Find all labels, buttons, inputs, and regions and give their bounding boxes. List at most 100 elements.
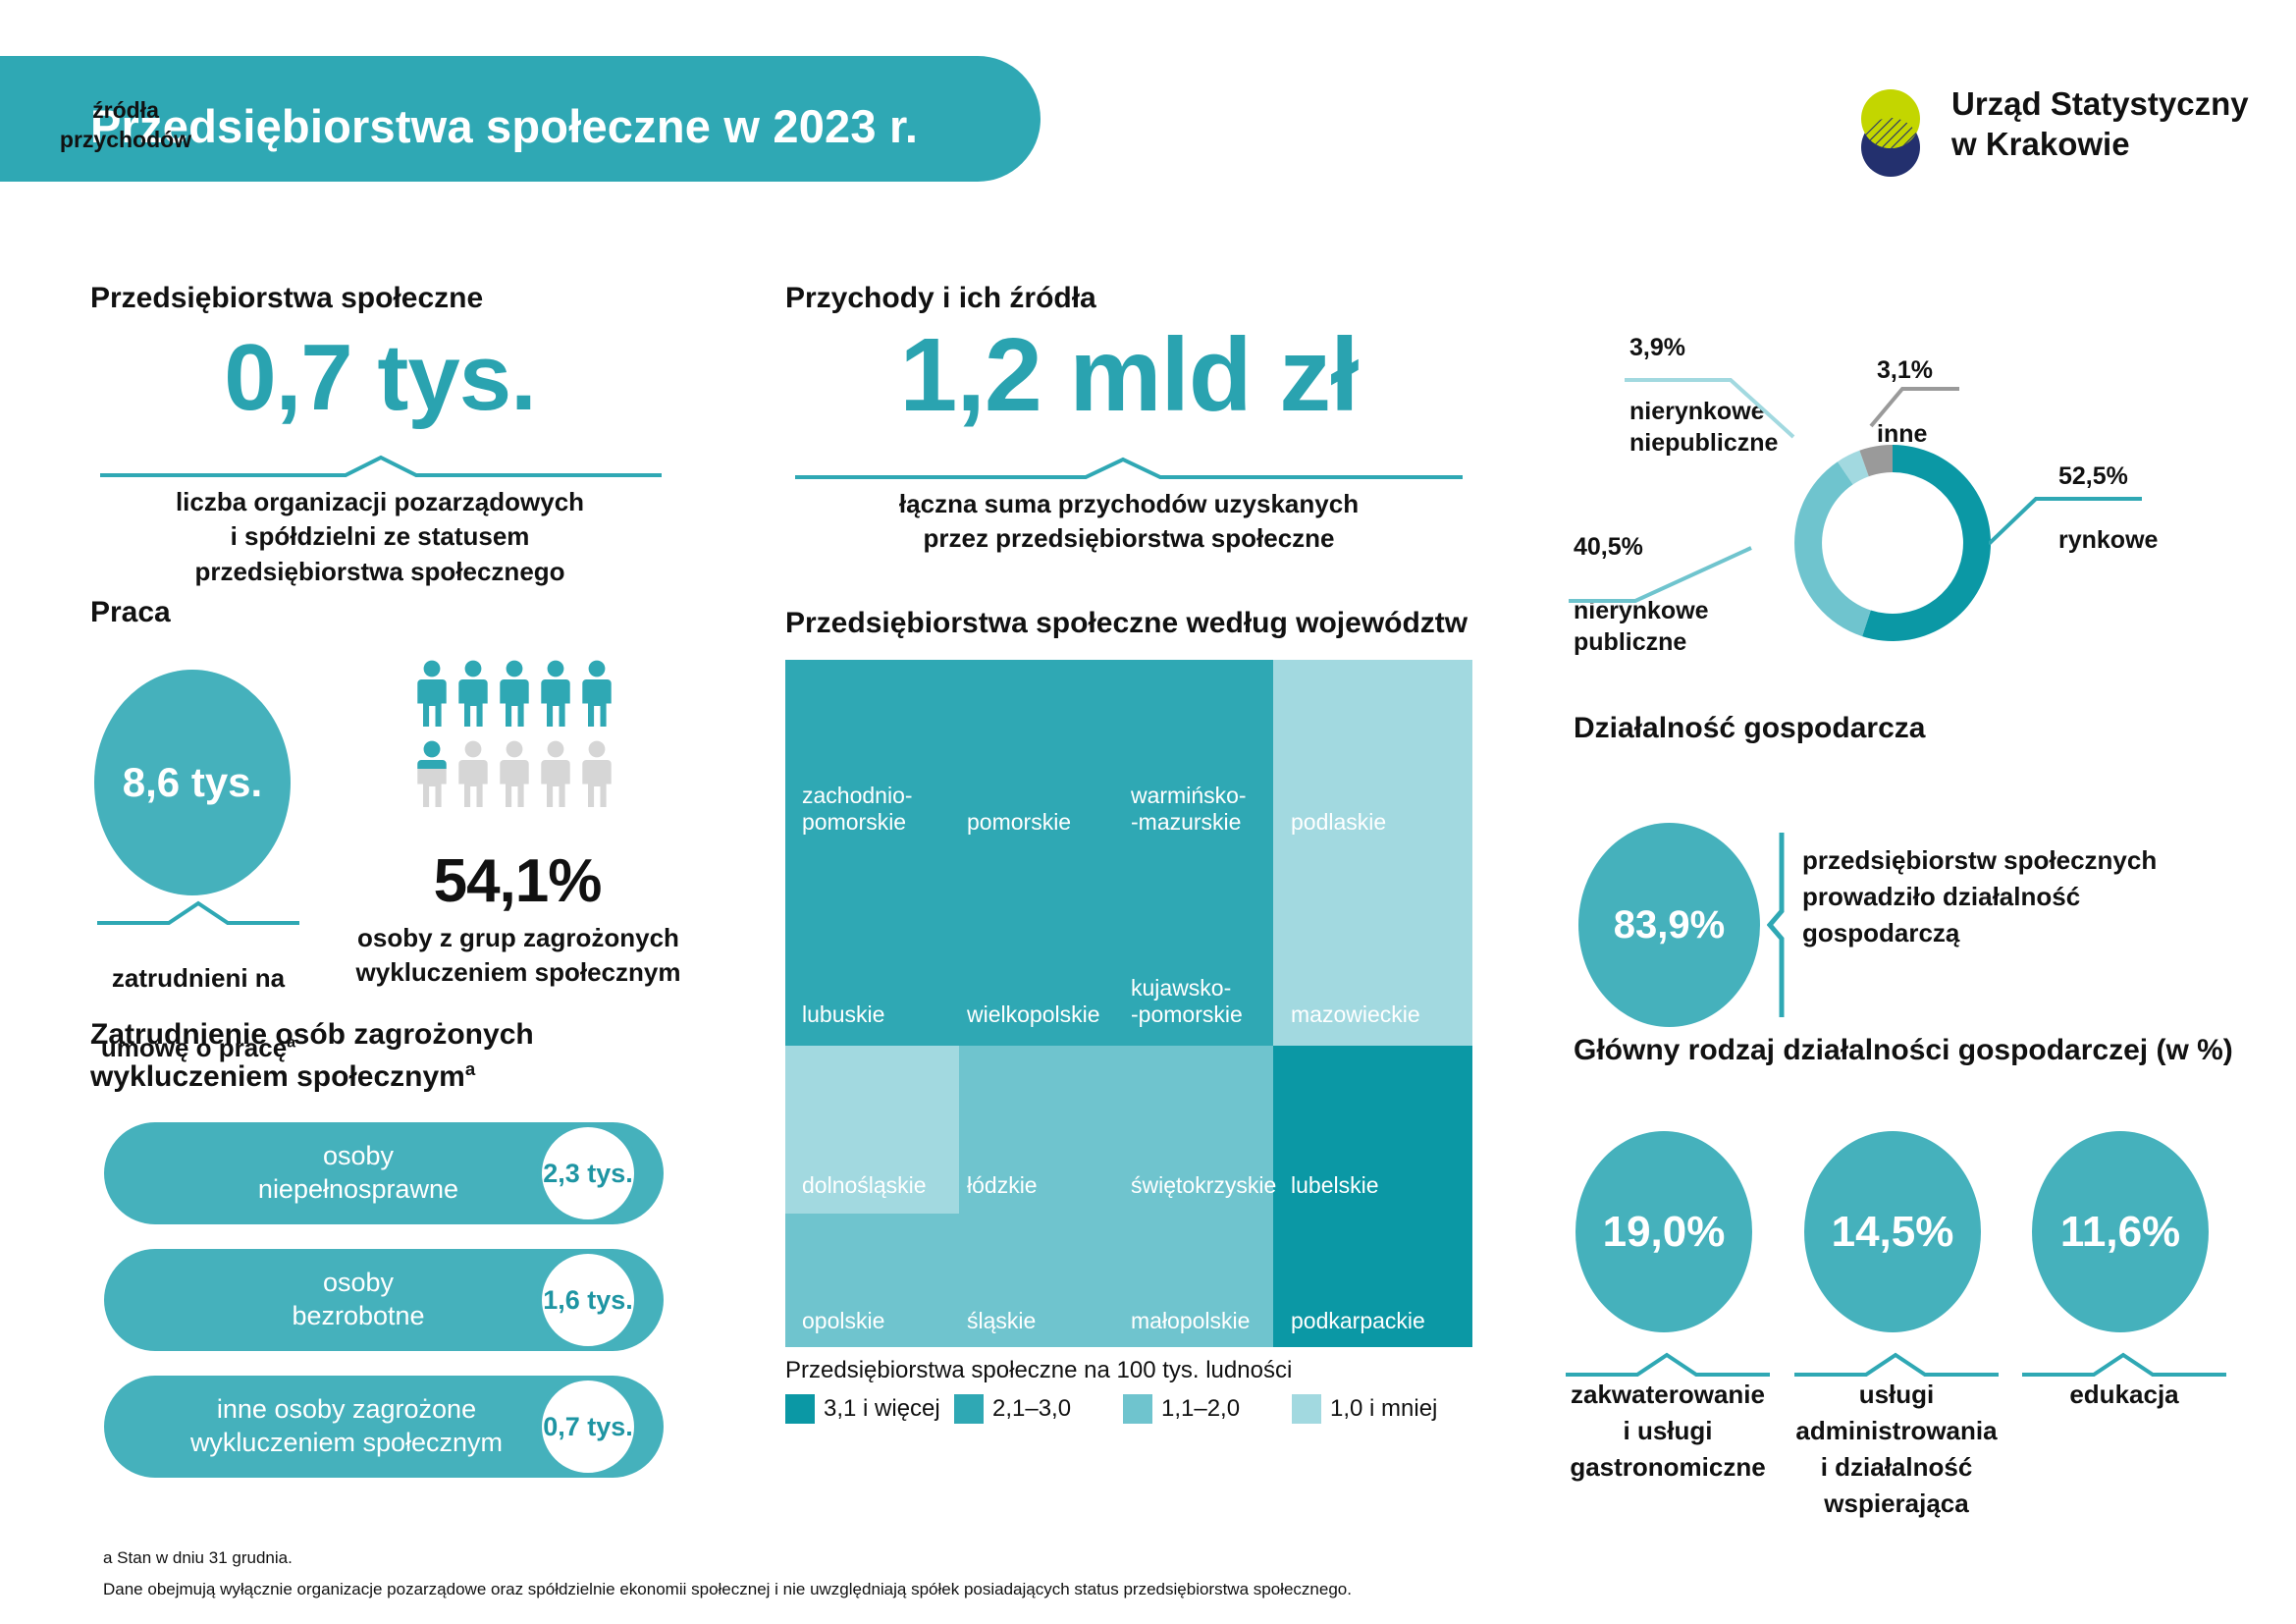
section-title-voivodeships: Przedsiębiorstwa społeczne według wojewó… <box>785 607 1468 639</box>
donut-callout-label-1: rynkowe <box>2058 525 2159 554</box>
section-title-work: Praca <box>90 596 171 628</box>
voivodeship-treemap: zachodnio- pomorskie pomorskie warmińsko… <box>785 660 1472 1347</box>
treemap-cell-lubelskie-podkarpackie[interactable] <box>1273 1046 1472 1347</box>
main-activity-value-1: 19,0% <box>1602 1207 1726 1256</box>
section-title-revenue: Przychody i ich źródła <box>785 282 1096 314</box>
donut-callout-label-4: inne <box>1877 419 1928 448</box>
employed-caption-line1: zatrudnieni na <box>111 963 286 994</box>
share-caption: osoby z grup zagrożonych wykluczeniem sp… <box>355 923 681 988</box>
revenue-caption: łączna suma przychodów uzyskanych przez … <box>898 489 1360 554</box>
logo: Urząd Statystyczny w Krakowie <box>1845 85 2249 177</box>
donut-leader-line-4-icon <box>1869 387 1959 428</box>
main-activity-value-2: 14,5% <box>1831 1207 1954 1256</box>
treemap-label-zachodniopomorskie: zachodnio- pomorskie <box>802 783 913 836</box>
legend-label-1: 3,1 i więcej <box>824 1395 940 1422</box>
economic-activity-caption: przedsiębiorstw społecznych prowadziło d… <box>1802 845 2158 947</box>
logo-text-line1: Urząd Statystyczny <box>1951 85 2249 122</box>
section-title-exclusion-l2: wykluczeniem społecznyma <box>90 1058 476 1093</box>
employed-caption: zatrudnieni na umowę o pracęa <box>75 927 322 1101</box>
main-activity-divider-1-icon <box>1566 1352 1770 1377</box>
enterprises-value: 0,7 tys. <box>224 325 537 430</box>
treemap-label-podkarpackie: podkarpackie <box>1291 1308 1425 1333</box>
donut-slice-nierynkowe-niepubliczne[interactable] <box>1838 450 1869 485</box>
treemap-label-swietokrzyskie: świętokrzyskie <box>1131 1172 1277 1198</box>
donut-callout-value-3: 3,9% <box>1629 333 1685 361</box>
footnote-marker: a <box>287 1033 296 1052</box>
donut-center-line1: źródła <box>92 97 159 124</box>
donut-slice-rynkowe[interactable] <box>1862 445 1992 641</box>
revenue-divider-icon <box>795 457 1463 479</box>
enterprises-caption: liczba organizacji pozarządowych i spółd… <box>175 487 585 586</box>
treemap-label-podlaskie: podlaskie <box>1291 809 1387 835</box>
exclusion-bar-2-label: osoby bezrobotne <box>292 1268 425 1331</box>
main-activity-divider-3-icon <box>2022 1352 2226 1377</box>
donut-callout-rynkowe: 52,5% rynkowe <box>2058 428 2158 556</box>
legend-item-3[interactable]: 1,1–2,0 <box>1123 1394 1240 1424</box>
revenue-sources-donut-chart <box>1794 445 1992 641</box>
legend-swatch-4 <box>1292 1394 1321 1424</box>
legend-item-4[interactable]: 1,0 i mniej <box>1292 1394 1437 1424</box>
treemap-cell-dolnoslaskie[interactable] <box>785 1046 959 1214</box>
legend-label-3: 1,1–2,0 <box>1161 1395 1241 1422</box>
donut-slice-nierynkowe-publiczne[interactable] <box>1794 461 1871 637</box>
exclusion-bar-1-value-bubble: 2,3 tys. <box>537 1122 639 1224</box>
treemap-legend-title: Przedsiębiorstwa społeczne na 100 tys. l… <box>785 1357 1293 1383</box>
footnote-line-1: a Stan w dniu 31 grudnia. <box>103 1548 293 1567</box>
donut-callout-value-1: 52,5% <box>2058 461 2128 490</box>
footnote-line-2: Dane obejmują wyłącznie organizacje poza… <box>103 1580 1352 1598</box>
employed-value: 8,6 tys. <box>122 759 263 805</box>
employed-divider-icon <box>97 900 299 925</box>
donut-slice-inne[interactable] <box>1859 445 1893 477</box>
section-title-enterprises: Przedsiębiorstwa społeczne <box>90 282 484 314</box>
treemap-legend: 3,1 i więcej 2,1–3,0 1,1–2,0 1,0 i mniej <box>785 1394 1472 1428</box>
legend-item-2[interactable]: 2,1–3,0 <box>954 1394 1071 1424</box>
donut-center-label: źródła przychodów <box>0 0 251 251</box>
main-activity-label-2: usługi administrowania i działalność wsp… <box>1795 1380 1998 1518</box>
main-activity-bubble-2: 14,5% <box>1804 1131 1981 1332</box>
treemap-label-slaskie: śląskie <box>967 1308 1037 1333</box>
legend-item-1[interactable]: 3,1 i więcej <box>785 1394 940 1424</box>
logo-mark-icon <box>1861 89 1920 177</box>
treemap-label-lubelskie: lubelskie <box>1291 1172 1379 1198</box>
treemap-label-warminsko-mazurskie: warmińsko- -mazurskie <box>1131 783 1247 836</box>
section-title-exclusion-l1: Zatrudnienie osób zagrożonych <box>90 1018 534 1051</box>
employed-bubble: 8,6 tys. <box>94 670 291 895</box>
donut-leader-line-3-icon <box>1625 378 1795 439</box>
treemap-cell-group-top-left[interactable] <box>785 660 1273 1046</box>
treemap-label-malopolskie: małopolskie <box>1131 1308 1251 1333</box>
economic-activity-value: 83,9% <box>1613 902 1726 947</box>
main-activity-value-3: 11,6% <box>2059 1207 2181 1256</box>
main-activity-bubble-1: 19,0% <box>1575 1131 1752 1332</box>
revenue-value: 1,2 mld zł <box>899 317 1359 433</box>
enterprises-divider-icon <box>100 455 662 477</box>
employed-caption-line2: umowę o pracęa <box>100 1033 296 1063</box>
treemap-label-pomorskie: pomorskie <box>967 809 1072 835</box>
legend-swatch-2 <box>954 1394 984 1424</box>
legend-label-4: 1,0 i mniej <box>1330 1395 1438 1422</box>
treemap-label-dolnoslaskie: dolnośląskie <box>802 1172 927 1198</box>
section-title-main-activity: Główny rodzaj działalności gospodarczej … <box>1574 1034 2233 1066</box>
logo-text-line2: w Krakowie <box>1951 125 2130 162</box>
legend-swatch-1 <box>785 1394 815 1424</box>
page-title: Przedsiębiorstwa społeczne w 2023 r. <box>90 100 919 152</box>
donut-callout-label-3: nierynkowe niepubliczne <box>1629 397 1779 458</box>
treemap-label-lodzkie: łódzkie <box>967 1172 1038 1198</box>
brace-icon <box>1767 833 1785 1017</box>
donut-leader-line-1-icon <box>1989 497 2142 546</box>
treemap-label-wielkopolskie: wielkopolskie <box>967 1001 1100 1027</box>
header-banner <box>0 56 1041 182</box>
treemap-cell-podlaskie-mazowieckie[interactable] <box>1273 660 1472 1046</box>
treemap-label-kujawsko-pomorskie: kujawsko- -pomorskie <box>1131 975 1243 1028</box>
section-title-economic: Działalność gospodarcza <box>1574 712 1926 744</box>
exclusion-bar-3-label: inne osoby zagrożone wykluczeniem społec… <box>189 1394 504 1458</box>
donut-callout-nierynkowe-niepubliczne: 3,9% nierynkowe niepubliczne <box>1629 299 1778 460</box>
logo-text: Urząd Statystyczny w Krakowie <box>1951 84 2249 164</box>
main-activity-label-3: edukacja <box>2069 1380 2179 1409</box>
main-activity-label-1: zakwaterowanie i usługi gastronomiczne <box>1570 1380 1766 1482</box>
treemap-label-opolskie: opolskie <box>802 1308 885 1333</box>
main-activity-divider-2-icon <box>1794 1352 1999 1377</box>
share-value: 54,1% <box>433 847 603 915</box>
legend-label-2: 2,1–3,0 <box>992 1395 1072 1422</box>
legend-swatch-3 <box>1123 1394 1152 1424</box>
